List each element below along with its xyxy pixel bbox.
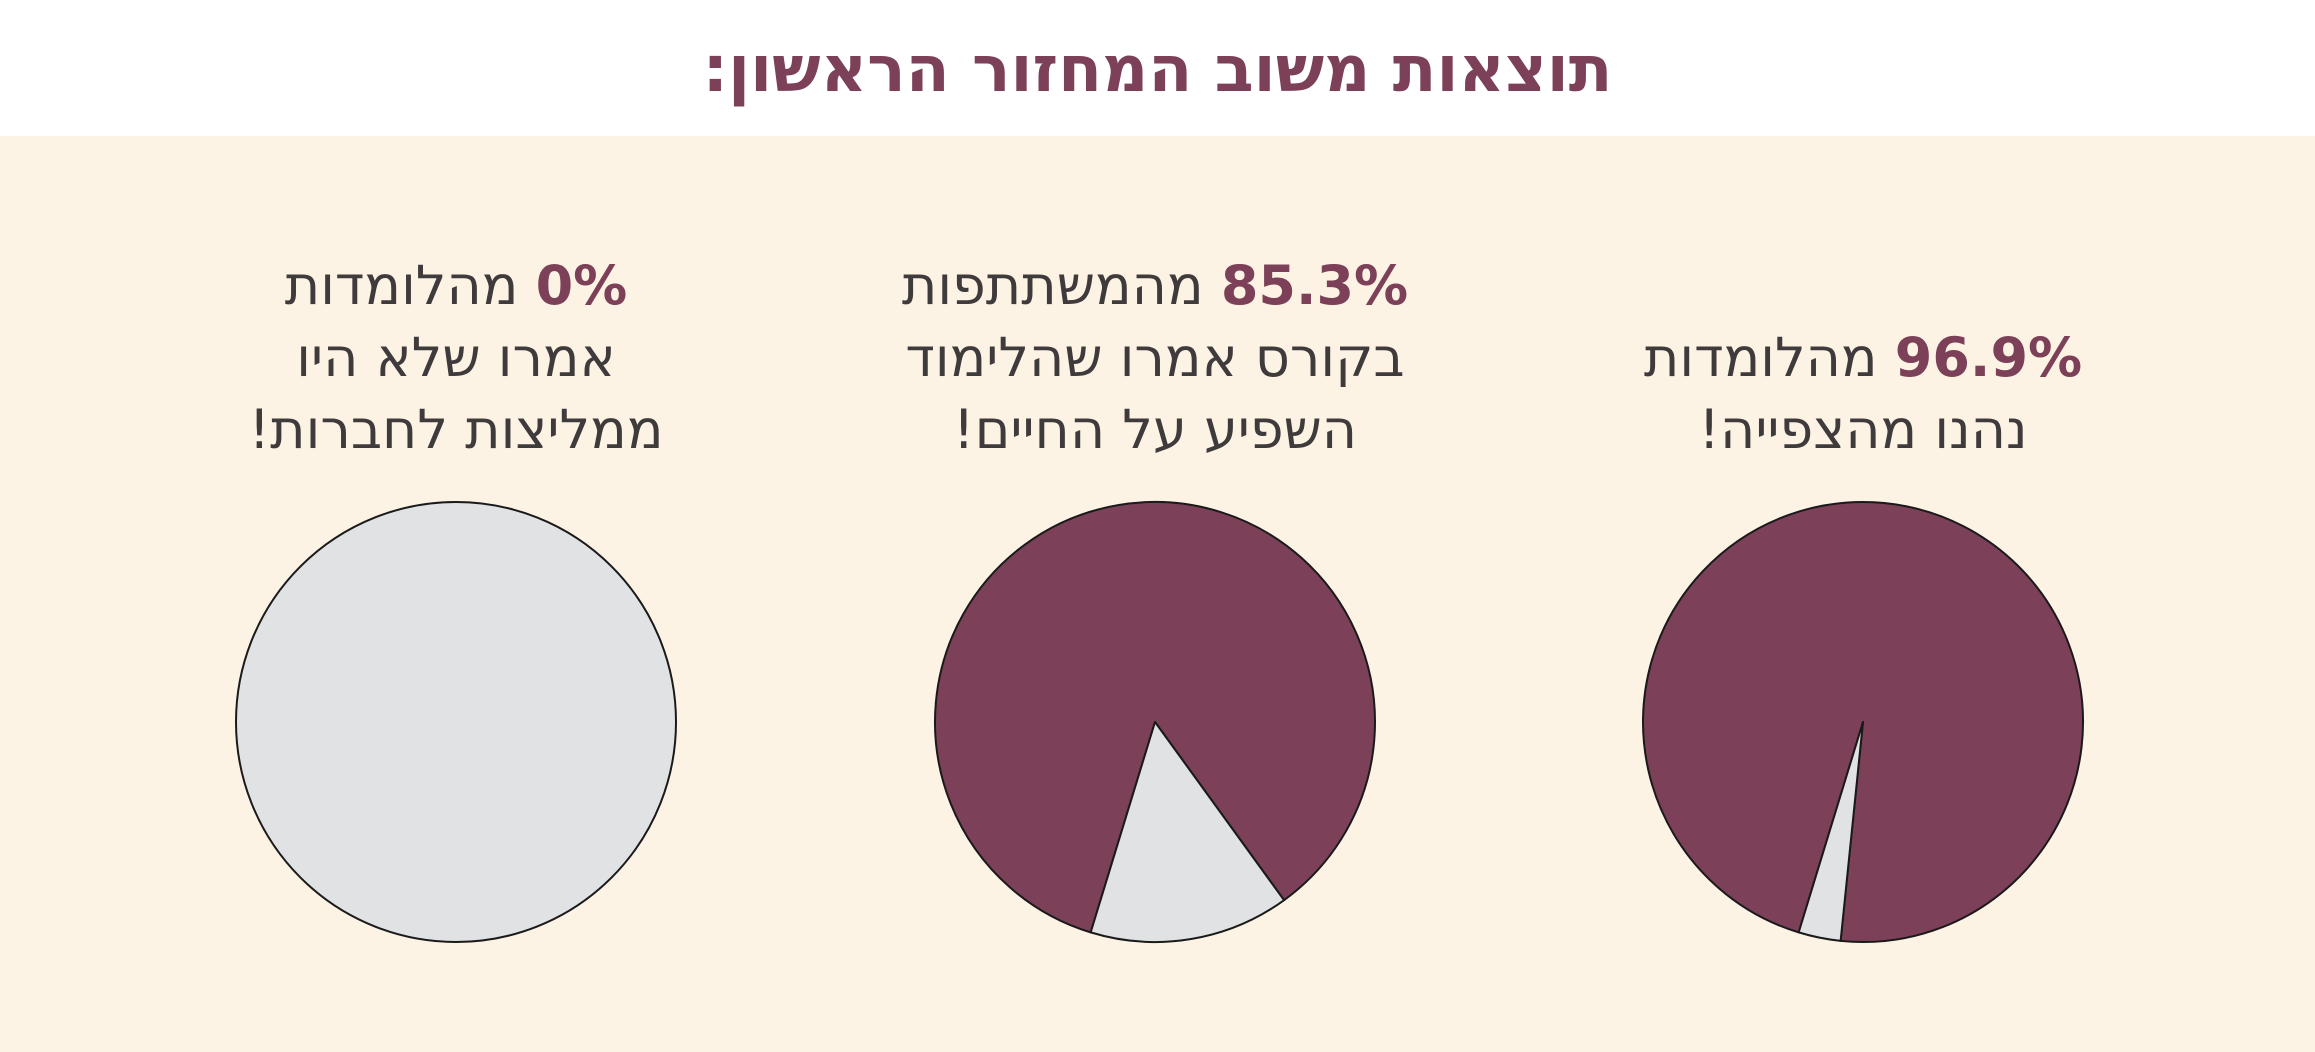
result-card-impact: 85.3% מהמשתתפות בקורס אמרו שהלימוד השפיע… — [835, 136, 1475, 1052]
pie-chart-impact — [934, 501, 1376, 943]
result-caption: 96.9% מהלומדות נהנו מהצפייה! — [1543, 136, 2183, 466]
page-title: תוצאות משוב המחזור הראשון: — [702, 33, 1613, 107]
caption-line-1: 0% מהלומדות — [285, 250, 628, 322]
caption-line-2: אמרו שלא היו — [296, 326, 616, 389]
result-card-not-recommend: 0% מהלומדות אמרו שלא היו ממליצות לחברות! — [136, 136, 776, 1052]
pie-slice-main — [934, 501, 1376, 934]
results-panel: 96.9% מהלומדות נהנו מהצפייה! 85.3% מהמשת… — [0, 136, 2315, 1052]
pie-chart-not-recommend — [235, 501, 677, 943]
percent-label: 0% — [535, 254, 628, 317]
caption-line-2: נהנו מהצפייה! — [1698, 398, 2028, 461]
pie-slice-rest — [1089, 721, 1286, 943]
percent-label: 96.9% — [1894, 326, 2083, 389]
pie-slice-rest — [1797, 721, 1864, 942]
caption-text: מהמשתתפות — [901, 254, 1221, 317]
caption-text: מהלומדות — [1643, 326, 1895, 389]
caption-line-3: השפיע על החיים! — [952, 398, 1358, 461]
result-caption: 0% מהלומדות אמרו שלא היו ממליצות לחברות! — [136, 136, 776, 466]
percent-label: 85.3% — [1220, 254, 1409, 317]
caption-line-2: בקורס אמרו שהלימוד — [905, 326, 1405, 389]
pie-chart-enjoyed — [1642, 501, 2084, 943]
caption-line-3: ממליצות לחברות! — [248, 398, 664, 461]
result-caption: 85.3% מהמשתתפות בקורס אמרו שהלימוד השפיע… — [835, 136, 1475, 466]
caption-text: מהלומדות — [284, 254, 536, 317]
result-card-enjoyed: 96.9% מהלומדות נהנו מהצפייה! — [1543, 136, 2183, 1052]
caption-line-1: 85.3% מהמשתתפות — [902, 250, 1408, 322]
pie-slice-rest — [235, 501, 677, 943]
caption-line-1: 96.9% מהלומדות — [1644, 322, 2082, 394]
